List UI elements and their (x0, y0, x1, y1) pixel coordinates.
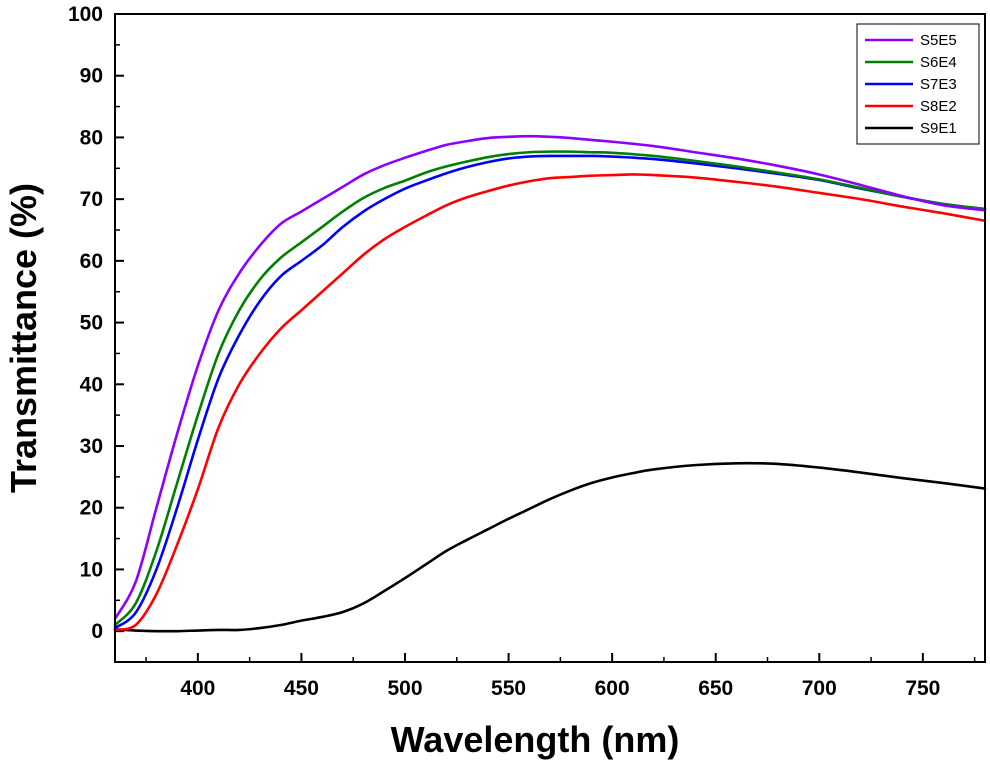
y-tick-label: 0 (91, 620, 103, 643)
legend-label: S6E4 (920, 54, 957, 71)
legend: S5E5 S6E4 S7E3 S8E2 S9E1 (856, 23, 980, 145)
plot-frame (114, 13, 986, 663)
y-axis-title: Transmittance (%) (3, 183, 44, 493)
legend-label: S5E5 (920, 32, 957, 49)
x-tick-label: 550 (491, 677, 526, 700)
y-tick-label: 60 (80, 250, 103, 273)
series-line-s6e4 (113, 150, 987, 627)
y-tick-label: 90 (80, 65, 103, 88)
legend-label: S9E1 (920, 120, 957, 137)
x-tick-label: 500 (387, 677, 422, 700)
x-tick-label: 400 (180, 677, 215, 700)
x-tick-label: 750 (905, 677, 940, 700)
series-line-s9e1 (113, 461, 987, 633)
x-tick-label: 650 (698, 677, 733, 700)
x-tick-label: 600 (595, 677, 630, 700)
x-tick-label: 700 (802, 677, 837, 700)
series-line-s5e5 (113, 134, 987, 621)
legend-label: S7E3 (920, 76, 957, 93)
series-line-s8e2 (113, 173, 987, 632)
x-tick-label: 450 (284, 677, 319, 700)
y-tick-label: 40 (80, 373, 103, 396)
y-tick-label: 10 (80, 558, 103, 581)
legend-label: S8E2 (920, 98, 957, 115)
y-tick-label: 50 (80, 312, 103, 335)
plot-lines (113, 134, 987, 633)
y-tick-label: 30 (80, 435, 103, 458)
x-axis-ticks: 400 450 500 550 600 650 700 750 (145, 653, 976, 700)
y-tick-label: 20 (80, 497, 103, 520)
y-tick-label: 100 (68, 3, 103, 26)
y-tick-label: 80 (80, 126, 103, 149)
y-axis-ticks: 0 10 20 30 40 50 60 70 80 90 100 (68, 3, 124, 643)
x-axis-title: Wavelength (nm) (391, 719, 680, 760)
series-line-s7e3 (113, 154, 987, 630)
y-tick-label: 70 (80, 188, 103, 211)
